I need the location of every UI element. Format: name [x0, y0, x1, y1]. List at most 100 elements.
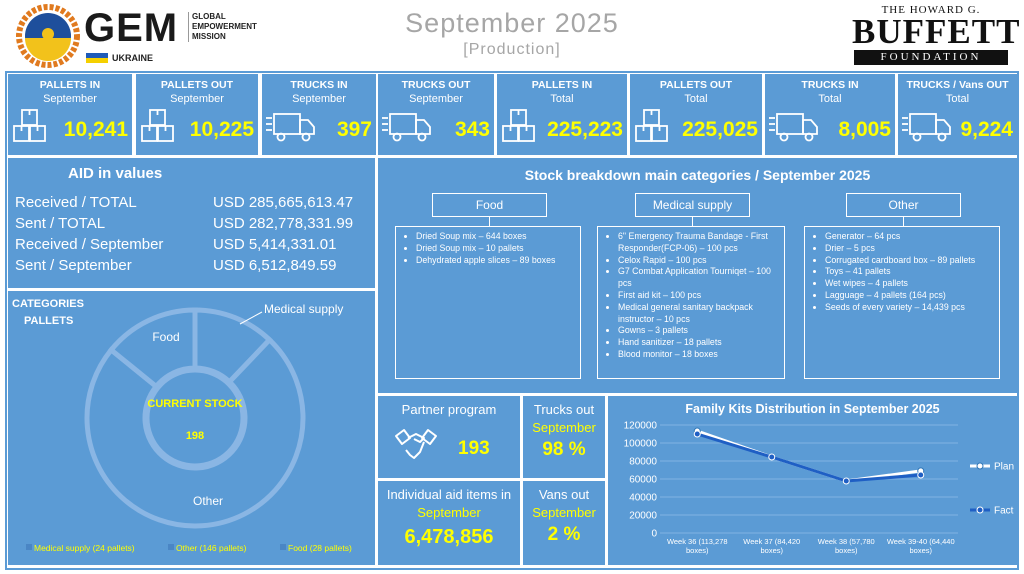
list-item: Dried Soup mix – 644 boxes [416, 231, 576, 243]
handshake-icon [395, 429, 437, 459]
list-item: Corrugated cardboard box – 89 pallets [825, 255, 995, 267]
vans-out-value: 2 % [547, 524, 581, 545]
aid-label: Received / September [15, 236, 164, 253]
column-header: Medical supply [635, 193, 750, 217]
aid-value: USD 5,414,331.01 [213, 236, 337, 253]
truck-wheel [392, 132, 402, 142]
series-marker [917, 471, 925, 479]
stock-value: 198 [185, 430, 205, 442]
truck-body [273, 113, 301, 135]
legend-swatch [168, 544, 174, 550]
x-tick-label: Week 36 (113,278 boxes) [666, 537, 728, 555]
box-icon [141, 109, 174, 142]
donut-segment [107, 307, 198, 390]
kpi-value: 225,025 [682, 118, 758, 141]
donut-hole [146, 369, 244, 467]
truck-wheel [912, 132, 922, 142]
aid-label: Received / TOTAL [15, 194, 137, 211]
leader-line [239, 311, 263, 325]
donut-segment [84, 336, 306, 529]
truck-icon [266, 113, 315, 142]
kpi-label: TRUCKS OUT [401, 79, 471, 91]
logo-country: UKRAINE [112, 53, 154, 63]
chart-panel: Family Kits Distribution in September 20… [608, 396, 1017, 565]
y-tick-label: 40000 [629, 493, 657, 504]
trucks-out-value: 98 % [542, 439, 586, 460]
kpi-card: TRUCKS IN Total 8,005 [765, 74, 895, 155]
kpi-card: PALLETS OUT September 10,225 [136, 74, 258, 155]
truck-icon [382, 113, 431, 142]
list-item: First aid kit – 100 pcs [618, 290, 780, 302]
truck-body [909, 113, 937, 135]
sponsor-name: BUFFETT [852, 12, 1021, 51]
kpi-card: TRUCKS IN September 397 [262, 74, 376, 155]
kpi-label: PALLETS OUT [160, 79, 234, 91]
item-list-box: Generator – 64 pcsDrier – 5 pcsCorrugate… [804, 226, 1000, 379]
list-item: G7 Combat Application Tourniqet – 100 pc… [618, 266, 780, 290]
stock-title: Stock breakdown main categories / Septem… [524, 167, 871, 183]
sponsor-top: THE HOWARD G. [881, 4, 981, 16]
kpi-value: 397 [336, 118, 372, 141]
truck-wheel [417, 132, 427, 142]
series-line [696, 429, 921, 483]
partner-panel: Partner program 193 [378, 396, 520, 478]
kpi-label: TRUCKS / Vans OUT [906, 79, 1009, 91]
kpi-value: 8,005 [838, 118, 891, 141]
kpi-period: September [292, 93, 346, 105]
legend-marker [976, 462, 984, 470]
x-tick-label: Week 37 (84,420 boxes) [743, 537, 801, 555]
vans-out-period: September [532, 505, 596, 520]
individual-aid-period: September [417, 505, 481, 520]
categories-title: CATEGORIES [12, 298, 84, 310]
series-marker [842, 477, 850, 485]
legend-entry: Medical supply (24 pallets) [34, 543, 135, 553]
legend-entry: Other (146 pallets) [176, 543, 247, 553]
categories-panel: CATEGORIES PALLETS Medical supply Other Fo… [8, 291, 375, 565]
column-header: Other [846, 193, 961, 217]
kpi-period: Total [818, 93, 842, 105]
list-item: Gowns – 3 pallets [618, 325, 780, 337]
individual-aid-label: Individual aid items in [386, 487, 512, 502]
aid-label: Sent / TOTAL [15, 215, 106, 232]
gem-emblem [16, 4, 80, 68]
kpi-card: TRUCKS / Vans OUT Total 9,224 [898, 74, 1017, 155]
individual-aid-value: 6,478,856 [404, 526, 494, 548]
truck-wheel [301, 132, 311, 142]
page-subtitle: [Production] [463, 41, 561, 58]
kpi-period: September [170, 93, 224, 105]
segment-label: Food [152, 330, 179, 344]
y-tick-label: 120000 [624, 421, 658, 432]
stock-label: CURRENT STOCK [147, 398, 243, 410]
segment-label: Other [193, 494, 223, 508]
list-item: Medical general sanitary backpack instru… [618, 302, 780, 326]
list-item: Dehydrated apple slices – 89 boxes [416, 255, 576, 267]
list-item: Lagguage – 4 pallets (164 pcs) [825, 290, 995, 302]
kpi-period: Total [550, 93, 574, 105]
partner-value: 193 [458, 438, 490, 459]
box-icon [502, 109, 535, 142]
truck-icon [769, 113, 818, 142]
truck-cab [415, 119, 431, 135]
truck-body [389, 113, 417, 135]
kpi-value: 10,225 [189, 118, 254, 141]
truck-wheel [804, 132, 814, 142]
y-tick-label: 60000 [629, 475, 657, 486]
list-item: Celox Rapid – 100 pcs [618, 255, 780, 267]
legend-swatch [26, 544, 32, 550]
list-item: Drier – 5 pcs [825, 243, 995, 255]
column-header: Food [432, 193, 547, 217]
item-list: Dried Soup mix – 644 boxesDried Soup mix… [402, 231, 576, 266]
item-list-box: 6" Emergency Trauma Bandage - First Resp… [597, 226, 785, 379]
trucks-out-period: September [532, 420, 596, 435]
vans-out-label: Vans out [538, 487, 590, 502]
truck-cab [299, 119, 315, 135]
list-item: Dried Soup mix – 10 pallets [416, 243, 576, 255]
list-item: Wet wipes – 4 pallets [825, 278, 995, 290]
kpi-period: September [43, 93, 97, 105]
categories-subtitle: PALLETS [24, 315, 74, 327]
aid-value: USD 6,512,849.59 [213, 257, 337, 274]
series-marker [693, 430, 701, 438]
legend-swatch [280, 544, 286, 550]
list-item: Toys – 41 pallets [825, 266, 995, 278]
